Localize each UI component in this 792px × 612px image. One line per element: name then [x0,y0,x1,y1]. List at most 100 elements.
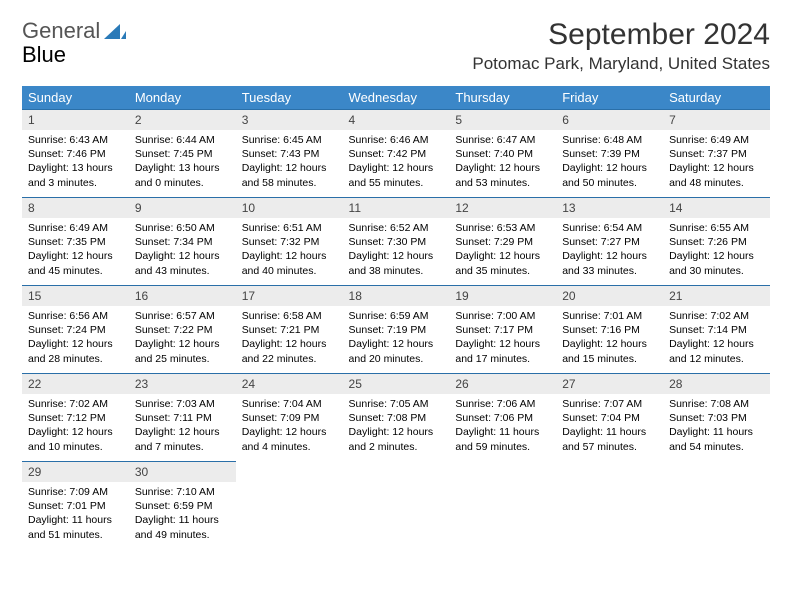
sunset-text: Sunset: 7:35 PM [28,235,123,249]
daylight-text: Daylight: 12 hours and 35 minutes. [455,249,550,277]
calendar-cell: 3Sunrise: 6:45 AMSunset: 7:43 PMDaylight… [236,109,343,197]
calendar-cell: 5Sunrise: 6:47 AMSunset: 7:40 PMDaylight… [449,109,556,197]
weekday-header: Wednesday [343,86,450,109]
calendar-cell: 11Sunrise: 6:52 AMSunset: 7:30 PMDayligh… [343,197,450,285]
day-details: Sunrise: 7:02 AMSunset: 7:12 PMDaylight:… [22,394,129,460]
day-details: Sunrise: 6:52 AMSunset: 7:30 PMDaylight:… [343,218,450,284]
daylight-text: Daylight: 12 hours and 17 minutes. [455,337,550,365]
daylight-text: Daylight: 12 hours and 22 minutes. [242,337,337,365]
sunrise-text: Sunrise: 6:56 AM [28,309,123,323]
day-details: Sunrise: 6:57 AMSunset: 7:22 PMDaylight:… [129,306,236,372]
calendar-cell: 29Sunrise: 7:09 AMSunset: 7:01 PMDayligh… [22,461,129,549]
logo-word-2-wrap: Blue [22,42,66,68]
sunrise-text: Sunrise: 7:07 AM [562,397,657,411]
day-details: Sunrise: 6:43 AMSunset: 7:46 PMDaylight:… [22,130,129,196]
day-details: Sunrise: 7:08 AMSunset: 7:03 PMDaylight:… [663,394,770,460]
day-number: 22 [22,373,129,394]
day-number: 27 [556,373,663,394]
day-number: 20 [556,285,663,306]
calendar-cell: 4Sunrise: 6:46 AMSunset: 7:42 PMDaylight… [343,109,450,197]
daylight-text: Daylight: 12 hours and 10 minutes. [28,425,123,453]
sunrise-text: Sunrise: 7:03 AM [135,397,230,411]
day-number: 21 [663,285,770,306]
sunset-text: Sunset: 7:21 PM [242,323,337,337]
sunrise-text: Sunrise: 6:58 AM [242,309,337,323]
sunset-text: Sunset: 7:42 PM [349,147,444,161]
day-details: Sunrise: 6:55 AMSunset: 7:26 PMDaylight:… [663,218,770,284]
weekday-header-row: Sunday Monday Tuesday Wednesday Thursday… [22,86,770,109]
location-subtitle: Potomac Park, Maryland, United States [472,54,770,74]
day-number: 26 [449,373,556,394]
daylight-text: Daylight: 11 hours and 51 minutes. [28,513,123,541]
calendar-cell: 8Sunrise: 6:49 AMSunset: 7:35 PMDaylight… [22,197,129,285]
daylight-text: Daylight: 12 hours and 38 minutes. [349,249,444,277]
calendar-cell [236,461,343,549]
sunrise-text: Sunrise: 7:02 AM [669,309,764,323]
daylight-text: Daylight: 11 hours and 49 minutes. [135,513,230,541]
sunset-text: Sunset: 7:04 PM [562,411,657,425]
day-number: 8 [22,197,129,218]
sunset-text: Sunset: 7:39 PM [562,147,657,161]
calendar-cell: 26Sunrise: 7:06 AMSunset: 7:06 PMDayligh… [449,373,556,461]
day-details: Sunrise: 6:48 AMSunset: 7:39 PMDaylight:… [556,130,663,196]
calendar-cell: 28Sunrise: 7:08 AMSunset: 7:03 PMDayligh… [663,373,770,461]
sunset-text: Sunset: 7:37 PM [669,147,764,161]
sunset-text: Sunset: 7:12 PM [28,411,123,425]
sunrise-text: Sunrise: 6:49 AM [669,133,764,147]
daylight-text: Daylight: 13 hours and 3 minutes. [28,161,123,189]
calendar-cell: 14Sunrise: 6:55 AMSunset: 7:26 PMDayligh… [663,197,770,285]
calendar-cell: 25Sunrise: 7:05 AMSunset: 7:08 PMDayligh… [343,373,450,461]
sunset-text: Sunset: 7:45 PM [135,147,230,161]
daylight-text: Daylight: 13 hours and 0 minutes. [135,161,230,189]
daylight-text: Daylight: 12 hours and 15 minutes. [562,337,657,365]
day-details: Sunrise: 7:10 AMSunset: 6:59 PMDaylight:… [129,482,236,548]
sunset-text: Sunset: 7:29 PM [455,235,550,249]
daylight-text: Daylight: 12 hours and 40 minutes. [242,249,337,277]
day-details: Sunrise: 7:04 AMSunset: 7:09 PMDaylight:… [236,394,343,460]
daylight-text: Daylight: 12 hours and 7 minutes. [135,425,230,453]
daylight-text: Daylight: 12 hours and 12 minutes. [669,337,764,365]
sunset-text: Sunset: 7:03 PM [669,411,764,425]
calendar-cell: 23Sunrise: 7:03 AMSunset: 7:11 PMDayligh… [129,373,236,461]
sunrise-text: Sunrise: 6:54 AM [562,221,657,235]
sunrise-text: Sunrise: 6:48 AM [562,133,657,147]
day-details: Sunrise: 7:05 AMSunset: 7:08 PMDaylight:… [343,394,450,460]
calendar-row: 1Sunrise: 6:43 AMSunset: 7:46 PMDaylight… [22,109,770,197]
sunrise-text: Sunrise: 7:01 AM [562,309,657,323]
day-details: Sunrise: 7:03 AMSunset: 7:11 PMDaylight:… [129,394,236,460]
sunrise-text: Sunrise: 6:45 AM [242,133,337,147]
sunrise-text: Sunrise: 7:06 AM [455,397,550,411]
sunrise-text: Sunrise: 7:05 AM [349,397,444,411]
sunset-text: Sunset: 7:08 PM [349,411,444,425]
day-number: 11 [343,197,450,218]
sunset-text: Sunset: 7:17 PM [455,323,550,337]
weekday-header: Tuesday [236,86,343,109]
calendar-cell: 1Sunrise: 6:43 AMSunset: 7:46 PMDaylight… [22,109,129,197]
sunrise-text: Sunrise: 6:52 AM [349,221,444,235]
day-number: 23 [129,373,236,394]
daylight-text: Daylight: 12 hours and 53 minutes. [455,161,550,189]
sunrise-text: Sunrise: 6:46 AM [349,133,444,147]
day-number: 19 [449,285,556,306]
day-number: 28 [663,373,770,394]
title-block: September 2024 Potomac Park, Maryland, U… [472,18,770,74]
daylight-text: Daylight: 12 hours and 33 minutes. [562,249,657,277]
sunset-text: Sunset: 7:32 PM [242,235,337,249]
sunset-text: Sunset: 7:16 PM [562,323,657,337]
calendar-cell [663,461,770,549]
month-title: September 2024 [472,18,770,52]
day-number: 16 [129,285,236,306]
day-number: 1 [22,109,129,130]
calendar-row: 29Sunrise: 7:09 AMSunset: 7:01 PMDayligh… [22,461,770,549]
sunset-text: Sunset: 7:30 PM [349,235,444,249]
sunset-text: Sunset: 7:43 PM [242,147,337,161]
logo-word-1: General [22,18,100,44]
sunset-text: Sunset: 7:26 PM [669,235,764,249]
calendar-cell [556,461,663,549]
daylight-text: Daylight: 12 hours and 4 minutes. [242,425,337,453]
day-details: Sunrise: 6:49 AMSunset: 7:35 PMDaylight:… [22,218,129,284]
calendar-cell: 10Sunrise: 6:51 AMSunset: 7:32 PMDayligh… [236,197,343,285]
header: General September 2024 Potomac Park, Mar… [22,18,770,74]
calendar-cell: 27Sunrise: 7:07 AMSunset: 7:04 PMDayligh… [556,373,663,461]
day-details: Sunrise: 7:02 AMSunset: 7:14 PMDaylight:… [663,306,770,372]
